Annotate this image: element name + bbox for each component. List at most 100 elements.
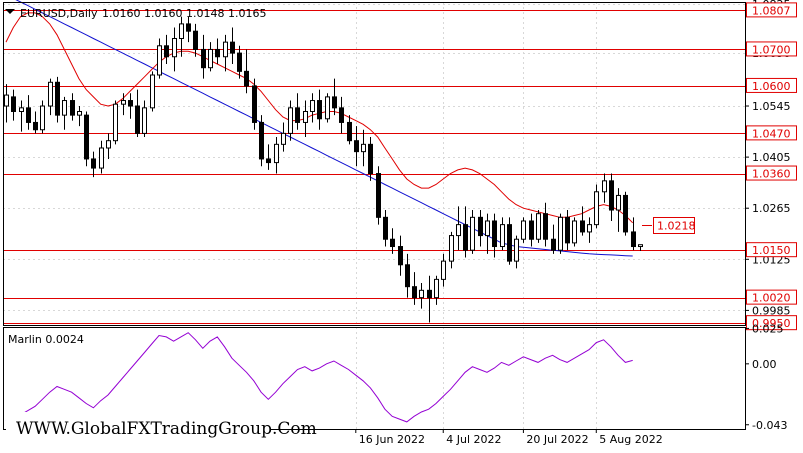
candle-53 [390, 228, 395, 254]
candle-body [529, 220, 534, 240]
candle-78 [572, 217, 577, 247]
candle-32 [237, 45, 242, 79]
candle-body [623, 194, 628, 233]
candle-body [558, 216, 563, 251]
candle-body [11, 96, 16, 112]
time-tick-label-0: 16 Jun 2022 [359, 433, 425, 446]
candle-body [4, 94, 9, 107]
candle-10 [77, 106, 82, 127]
candle-body [616, 194, 621, 211]
level-label-box [746, 165, 797, 181]
candle-body [325, 96, 330, 120]
candle-82 [602, 173, 607, 203]
candle-body [281, 132, 286, 145]
candle-body [368, 143, 373, 175]
price-panel-frame [3, 2, 746, 326]
price-tick-label-4: 1.0265 [752, 202, 791, 215]
candle-body [186, 23, 191, 32]
candle-33 [244, 49, 249, 94]
candle-body [631, 231, 636, 248]
candle-26 [193, 23, 198, 57]
candle-body [55, 81, 60, 116]
candle-3 [26, 95, 31, 130]
candle-65 [478, 210, 483, 247]
marker-label: 1.0218 [657, 220, 696, 233]
level-label-text: 1.0020 [752, 292, 791, 305]
candle-41 [303, 100, 308, 138]
candle-54 [398, 235, 403, 276]
candle-64 [470, 210, 475, 254]
candle-body [164, 45, 169, 58]
level-label-text: 1.0807 [752, 4, 791, 17]
candle-body [223, 41, 228, 58]
candle-16 [121, 93, 126, 116]
candle-body [383, 216, 388, 240]
candle-body [252, 85, 257, 123]
candle-body [551, 238, 556, 251]
candle-body [274, 143, 279, 164]
candle-4 [33, 111, 38, 134]
candle-body [434, 278, 439, 299]
level-label-box [746, 2, 797, 18]
candle-body [456, 224, 461, 237]
candle-63 [463, 206, 468, 258]
oscillator-line [5, 332, 633, 423]
candle-9 [70, 93, 75, 121]
candle-body [390, 238, 395, 248]
candle-body [594, 191, 599, 226]
level-label-5: 1.0150 [746, 242, 797, 258]
candle-body [449, 235, 454, 262]
candle-body [470, 216, 475, 251]
candle-8 [62, 96, 67, 130]
time-tick-label-3: 5 Aug 2022 [599, 433, 662, 446]
price-tick-label-2: 1.0545 [752, 100, 791, 113]
candle-body [142, 107, 147, 134]
candle-body [106, 140, 111, 149]
level-label-text: 1.0600 [752, 80, 791, 93]
candle-5 [40, 100, 45, 134]
candle-18 [135, 89, 140, 138]
candle-body [237, 52, 242, 72]
candle-body [288, 107, 293, 134]
candle-31 [230, 27, 235, 65]
candle-37 [274, 137, 279, 174]
candle-body [347, 121, 352, 142]
candle-body [33, 121, 38, 131]
ma-slow-line [15, 0, 633, 257]
symbol-label: EURUSD,Daily [20, 7, 98, 20]
candle-74 [543, 202, 548, 247]
candle-body [230, 41, 235, 54]
candle-30 [223, 34, 228, 72]
candle-81 [594, 184, 599, 229]
candle-19 [142, 100, 147, 138]
candle-11 [84, 111, 89, 167]
candle-body [70, 100, 75, 116]
watermark-box [6, 412, 270, 444]
candle-body [565, 216, 570, 244]
candle-62 [456, 206, 461, 251]
candlesticks [4, 16, 643, 323]
candle-body [62, 100, 67, 116]
candle-73 [536, 210, 541, 243]
panel-frames [3, 2, 746, 430]
candle-body [303, 110, 308, 123]
candle-28 [208, 42, 213, 72]
level-label-box [746, 242, 797, 258]
candle-49 [361, 129, 366, 167]
chart-header: EURUSD,Daily 1.0160 1.0160 1.0148 1.0165 [5, 7, 266, 20]
candle-29 [215, 38, 220, 65]
candle-body [215, 48, 220, 58]
candle-75 [551, 224, 556, 254]
ohlc-values: 1.0160 1.0160 1.0148 1.0165 [102, 7, 266, 20]
price-marker: 1.0218 [642, 217, 696, 234]
candle-17 [128, 93, 133, 119]
candle-45 [332, 78, 337, 116]
candle-21 [157, 38, 162, 79]
candle-55 [405, 253, 410, 298]
candle-87 [638, 244, 643, 251]
candle-34 [252, 78, 257, 130]
candle-body [266, 158, 271, 164]
osc-tick-label-0: 0.025 [752, 322, 784, 335]
candle-39 [288, 100, 293, 141]
candle-40 [295, 93, 300, 130]
